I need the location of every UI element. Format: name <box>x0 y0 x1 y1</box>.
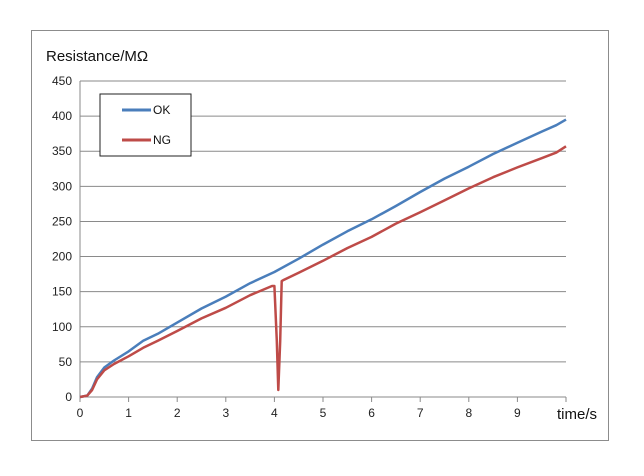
y-tick-label-0: 0 <box>65 390 72 404</box>
x-tick-label-5: 5 <box>320 406 327 420</box>
series-line-ok <box>79 118 567 399</box>
x-axis-label: time/s <box>557 406 597 423</box>
y-axis-label: Resistance/MΩ <box>46 48 148 65</box>
y-tick-label-50: 50 <box>59 355 73 369</box>
y-tick-label-200: 200 <box>52 250 72 264</box>
line-chart: 0 50 100 150 200 250 300 350 400 450 0 1 2 3 4 5 6 7 8 9 R… <box>46 48 597 423</box>
series-lines <box>79 118 567 399</box>
y-tick-label-400: 400 <box>52 109 72 123</box>
y-tick-labels: 0 50 100 150 200 250 300 350 400 450 <box>52 74 72 404</box>
x-tick-label-6: 6 <box>368 406 375 420</box>
chart-frame: 0 50 100 150 200 250 300 350 400 450 0 1 2 3 4 5 6 7 8 9 R… <box>31 30 609 441</box>
legend-label-ng: NG <box>153 133 171 147</box>
y-tick-label-300: 300 <box>52 179 72 193</box>
y-tick-label-450: 450 <box>52 74 72 88</box>
x-tick-label-8: 8 <box>465 406 472 420</box>
legend: OK NG <box>99 93 192 157</box>
series-line-ng <box>79 145 567 399</box>
x-tick-label-1: 1 <box>125 406 132 420</box>
y-tick-label-100: 100 <box>52 320 72 334</box>
x-tick-label-9: 9 <box>514 406 521 420</box>
x-tick-label-7: 7 <box>417 406 424 420</box>
y-tick-label-350: 350 <box>52 144 72 158</box>
x-tick-label-3: 3 <box>222 406 229 420</box>
x-tick-label-4: 4 <box>271 406 278 420</box>
x-tick-label-0: 0 <box>77 406 84 420</box>
x-tick-label-2: 2 <box>174 406 181 420</box>
y-tick-label-150: 150 <box>52 285 72 299</box>
axes <box>79 81 567 402</box>
legend-label-ok: OK <box>153 103 170 117</box>
legend-box <box>99 93 192 157</box>
y-tick-label-250: 250 <box>52 214 72 228</box>
x-tick-labels: 0 1 2 3 4 5 6 7 8 9 <box>77 406 521 420</box>
